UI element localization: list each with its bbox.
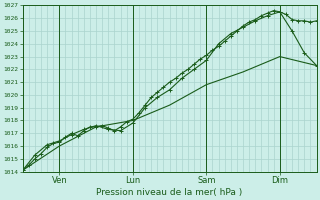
X-axis label: Pression niveau de la mer( hPa ): Pression niveau de la mer( hPa ) — [96, 188, 243, 197]
